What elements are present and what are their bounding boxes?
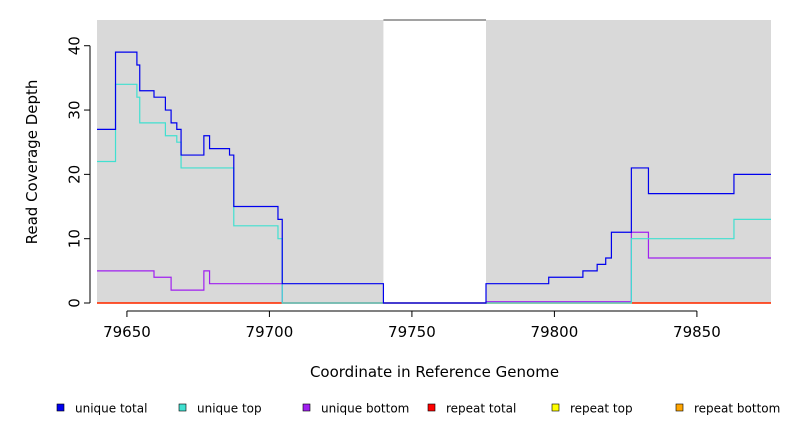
x-axis: 79650 79700 79750 79800 79850 xyxy=(103,310,721,341)
series-unique-bottom xyxy=(97,231,771,304)
y-tick-label-0: 0 xyxy=(65,298,83,308)
legend-label-unique-bottom: unique bottom xyxy=(321,402,409,416)
x-tick-label-79750: 79750 xyxy=(388,323,436,341)
plot-background xyxy=(97,19,771,303)
axes-layer: 0 10 20 30 40 79650 79700 79750 79800 79850 xyxy=(65,36,721,341)
legend-label-unique-top: unique top xyxy=(197,402,262,416)
y-axis: 0 10 20 30 40 xyxy=(65,36,91,308)
y-axis-title: Read Coverage Depth xyxy=(23,80,41,245)
y-tick-label-10: 10 xyxy=(65,229,83,248)
legend-swatch-repeat-bottom xyxy=(675,403,684,412)
legend-label-repeat-bottom: repeat bottom xyxy=(694,402,780,416)
x-axis-title: Coordinate in Reference Genome xyxy=(310,363,559,381)
legend-item-unique-total: unique total xyxy=(56,402,147,416)
y-tick-label-20: 20 xyxy=(65,165,83,184)
legend-item-unique-top: unique top xyxy=(178,402,262,416)
shaded-region-1 xyxy=(486,20,771,303)
legend-item-unique-bottom: unique bottom xyxy=(302,402,409,416)
series-unique-total xyxy=(97,51,771,304)
legend-item-repeat-top: repeat top xyxy=(551,402,633,416)
series-layer xyxy=(97,51,771,304)
legend-swatch-repeat-top xyxy=(551,403,560,412)
legend-label-repeat-top: repeat top xyxy=(570,402,633,416)
legend-label-repeat-total: repeat total xyxy=(446,402,516,416)
y-tick-label-40: 40 xyxy=(65,36,83,55)
legend-label-unique-total: unique total xyxy=(75,402,147,416)
x-tick-label-79800: 79800 xyxy=(531,323,579,341)
shaded-region-0 xyxy=(97,20,384,303)
legend-swatch-unique-bottom xyxy=(302,403,311,412)
legend-swatch-unique-top xyxy=(178,403,187,412)
x-tick-label-79700: 79700 xyxy=(246,323,294,341)
legend-item-repeat-bottom: repeat bottom xyxy=(675,402,780,416)
legend-swatch-unique-total xyxy=(56,403,65,412)
x-tick-label-79650: 79650 xyxy=(103,323,151,341)
legend: unique total unique top unique bottom repea… xyxy=(56,402,780,416)
legend-item-repeat-total: repeat total xyxy=(427,402,516,416)
y-tick-label-30: 30 xyxy=(65,100,83,119)
legend-swatch-repeat-total xyxy=(427,403,436,412)
x-tick-label-79850: 79850 xyxy=(673,323,721,341)
